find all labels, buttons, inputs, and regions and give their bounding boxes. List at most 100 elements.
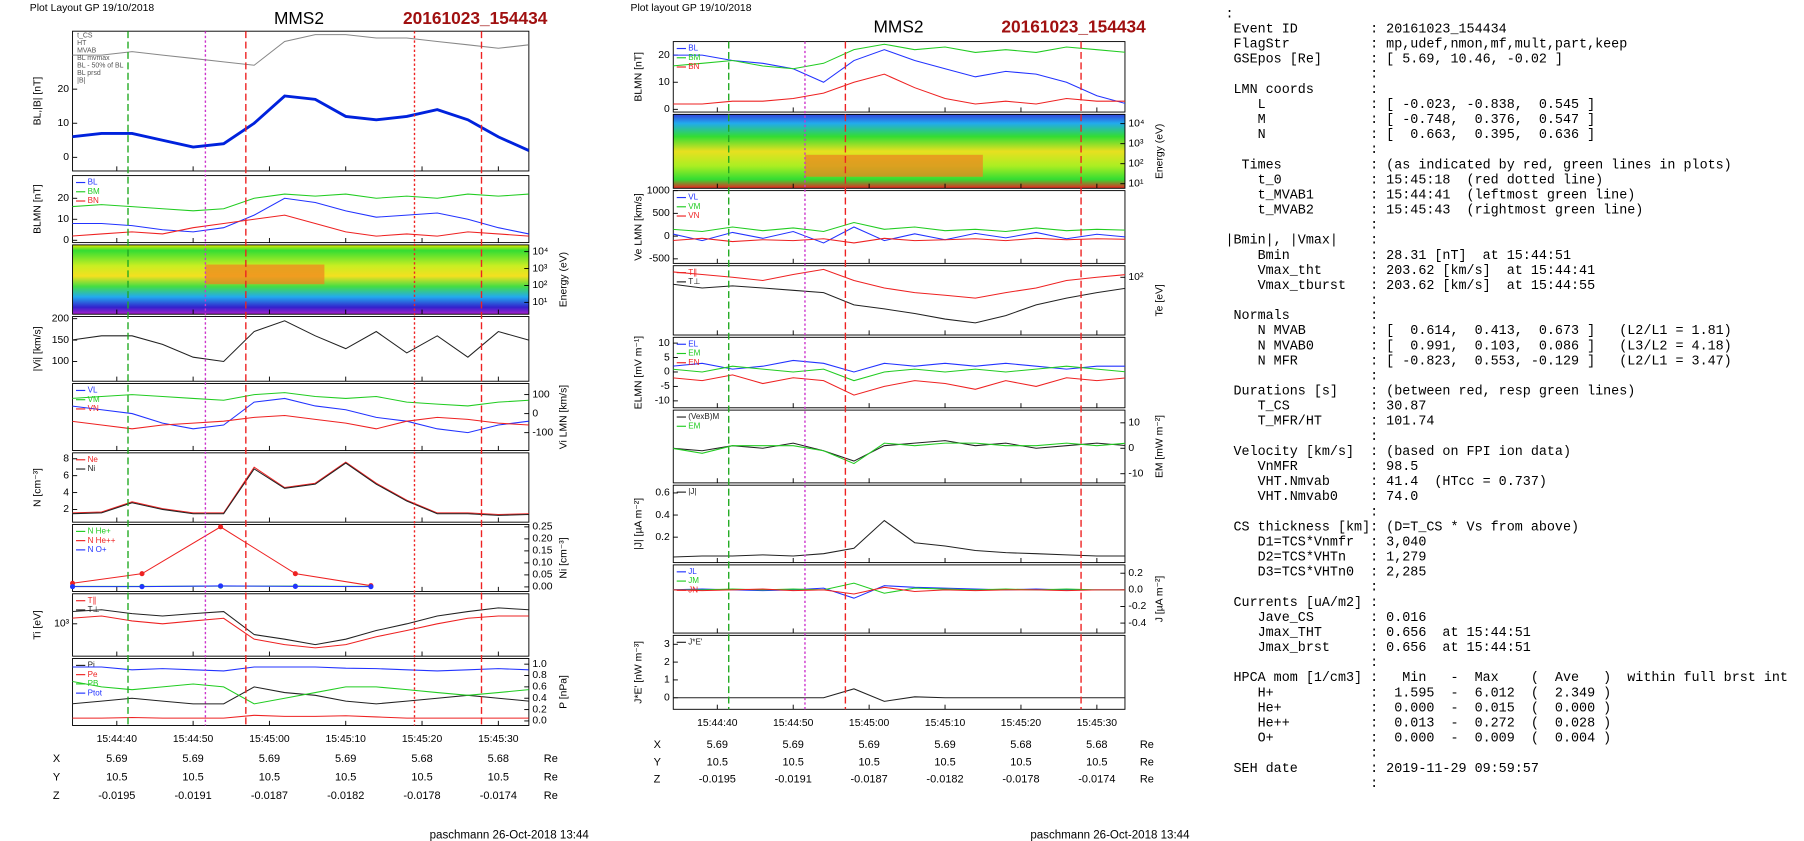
summary-line: :: [1225, 7, 1233, 22]
ephemeris-unit: Re: [1140, 739, 1154, 751]
series-line: [72, 34, 529, 66]
legend-label: BM: [688, 53, 700, 62]
panel: 0.2 0.4 0.6 |J| [µA m⁻²] |J|: [633, 484, 1126, 564]
legend-label: JM: [688, 576, 699, 585]
ephemeris-value: -0.0178: [403, 790, 440, 802]
summary-line: N MVAB0 : [ 0.991, 0.103, 0.086 ] (L3/L2…: [1225, 339, 1731, 354]
legend-label: EN: [688, 358, 699, 367]
ephemeris-value: 10.5: [858, 756, 879, 768]
y-axis-label: |Vi| [km/s]: [33, 326, 44, 371]
y-axis-label: BL,|B| [nT]: [33, 77, 44, 126]
summary-line: D3=TCS*VHTn0 : 2,285: [1225, 566, 1426, 581]
y-tick-label: 500: [652, 208, 670, 219]
plot-title: MMS2: [274, 8, 324, 28]
y-tick-label: -5: [661, 381, 670, 392]
ephemeris-value: -0.0174: [1078, 774, 1115, 786]
y-axis-label: J*E' [nW m⁻³]: [633, 641, 644, 704]
ephemeris-value: 5.68: [488, 753, 509, 765]
ephemeris-unit: Re: [544, 753, 558, 765]
y-tick-label: 20: [658, 50, 670, 61]
legend-label: Ne: [88, 455, 99, 464]
series-line: [72, 686, 529, 705]
series-line: [673, 586, 1125, 595]
ephemeris-value: 5.69: [783, 739, 804, 751]
y-tick-label: -10: [655, 396, 670, 407]
summary-line: t_MVAB2 : 15:45:43 (rightmost green line…: [1225, 204, 1643, 219]
legend-label: VN: [688, 211, 699, 220]
ephemeris-unit: Re: [544, 771, 558, 783]
ephemeris-value: 5.68: [1010, 739, 1031, 751]
ephemeris-value: -0.0187: [251, 790, 288, 802]
ephemeris-value: 10.5: [1010, 756, 1031, 768]
y-tick-label: -500: [649, 254, 670, 265]
summary-line: SEH date : 2019-11-29 09:59:57: [1225, 762, 1538, 777]
panel-frame: [72, 244, 530, 315]
y-tick-label: 10⁴: [1128, 118, 1144, 129]
y-axis-label: N [cm⁻³]: [33, 468, 44, 507]
summary-line: LMN coords :: [1225, 83, 1378, 98]
summary-line: VnMFR : 98.5: [1225, 460, 1418, 475]
ephemeris-value: 5.69: [182, 753, 203, 765]
y-tick-label: 6: [63, 470, 69, 481]
y-tick-label: 0.20: [532, 534, 552, 545]
summary-line: Vmax_tburst : 203.62 [km/s] at 15:44:55: [1225, 279, 1595, 294]
x-tick-label: 15:45:00: [849, 718, 890, 729]
ephemeris-value: 10.5: [182, 771, 203, 783]
legend-label: EM: [688, 421, 700, 430]
ephemeris-value: -0.0182: [327, 790, 364, 802]
legend-label: Ptot: [88, 688, 103, 697]
legend-label: t_CS: [77, 33, 93, 40]
x-tick-label: 15:45:20: [402, 734, 443, 745]
panel-frame: [672, 634, 1126, 710]
y-tick-label: 0: [532, 408, 538, 419]
y-axis-label: |J| [µA m⁻²]: [633, 498, 644, 550]
series-line: [673, 688, 1125, 702]
event-id: 20161023_154434: [1001, 16, 1146, 36]
y-tick-label: -10: [1128, 468, 1143, 479]
footer: paschmann 26-Oct-2018 13:44: [430, 829, 590, 841]
data-point: [368, 584, 374, 590]
y-tick-label: 2: [63, 504, 69, 515]
y-axis-label: Energy (eV): [1154, 124, 1165, 179]
summary-line: O+ : 0.000 - 0.009 ( 0.004 ): [1225, 732, 1611, 747]
y-axis-label: BLMN [nT]: [33, 184, 44, 234]
summary-line: VHT.Nmvab0 : 74.0: [1225, 490, 1418, 505]
y-axis-label: Energy (eV): [558, 252, 569, 307]
summary-line: Vmax_tht : 203.62 [km/s] at 15:44:41: [1225, 264, 1595, 279]
panel-frame: [72, 452, 530, 523]
panel-frame: [672, 41, 1126, 113]
summary-line: D1=TCS*Vnmfr : 3,040: [1225, 535, 1426, 550]
y-tick-label: 0.15: [532, 546, 552, 557]
series-line: [673, 374, 1125, 396]
ephemeris-value: -0.0182: [926, 774, 963, 786]
y-tick-label: 10: [1128, 418, 1140, 429]
summary-line: N : [ 0.663, 0.395, 0.636 ]: [1225, 128, 1595, 143]
summary-line: Normals :: [1225, 309, 1378, 324]
y-tick-label: 0: [664, 104, 670, 115]
panel-frame: [72, 175, 530, 244]
y-tick-label: 10¹: [532, 297, 548, 308]
y-tick-label: 100: [52, 356, 70, 367]
x-tick-label: 15:44:50: [173, 734, 214, 745]
legend-label: N He++: [88, 536, 116, 545]
summary-line: D2=TCS*VHTn : 1,279: [1225, 551, 1426, 566]
summary-line: GSEpos [Re] : [ 5.69, 10.46, -0.02 ]: [1225, 53, 1563, 68]
x-tick-label: 15:45:10: [326, 734, 367, 745]
y-tick-label: 10²: [1128, 272, 1144, 283]
series-line: [673, 73, 1125, 105]
y-tick-label: 10: [658, 77, 670, 88]
y-axis-label: P [nPa]: [558, 675, 569, 709]
summary-line: Event ID : 20161023_154434: [1225, 22, 1506, 37]
legend-label: BL prsd: [77, 70, 101, 77]
legend-label: VM: [688, 202, 700, 211]
data-point: [292, 571, 298, 577]
legend-label: J*E': [688, 637, 703, 646]
summary-line: M : [ -0.748, 0.376, 0.547 ]: [1225, 113, 1595, 128]
ephemeris-label: Z: [654, 774, 661, 786]
y-tick-label: 0.10: [532, 558, 552, 569]
legend-label: T⊥: [88, 605, 100, 614]
